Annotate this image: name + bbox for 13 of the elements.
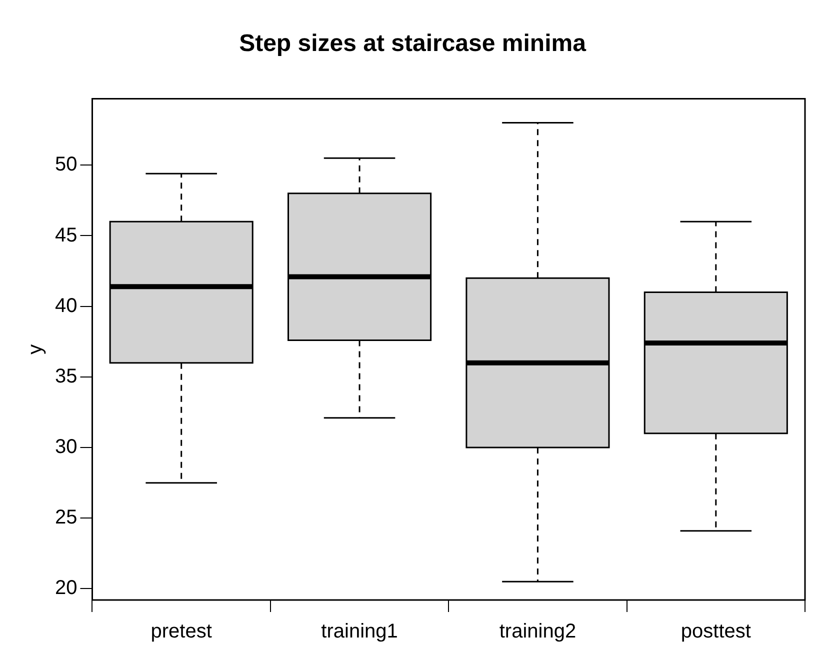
- x-tick-label: posttest: [680, 620, 752, 643]
- x-tick-label: training1: [321, 620, 398, 643]
- y-axis-title: y: [24, 344, 47, 354]
- y-tick-label: 40: [54, 294, 78, 317]
- y-tick-label: 50: [54, 154, 78, 176]
- x-tick-label: pretest: [150, 620, 212, 643]
- chart-title: Step sizes at staircase minima: [239, 30, 587, 58]
- y-tick-label: 45: [54, 224, 78, 246]
- y-tick-label: 25: [54, 506, 78, 529]
- y-tick-label: 20: [54, 577, 78, 600]
- y-tick-label: 30: [54, 436, 78, 458]
- x-tick-label: training2: [499, 620, 576, 643]
- y-tick-label: 35: [54, 365, 78, 388]
